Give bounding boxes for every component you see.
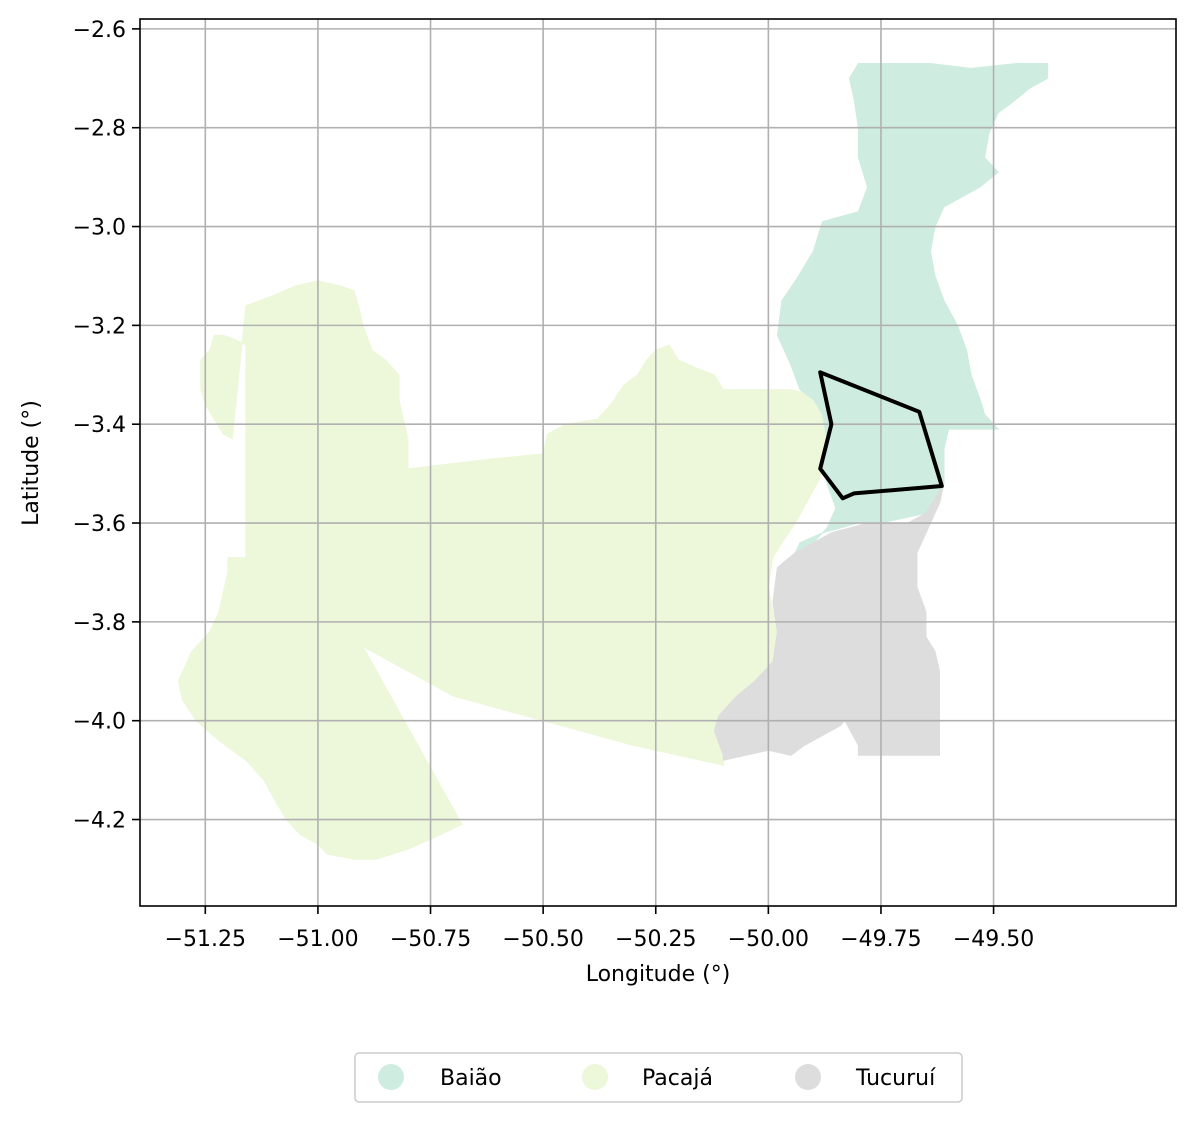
regions-layer <box>177 63 1049 860</box>
y-tick-label-4: −3.4 <box>73 413 126 438</box>
legend-marker-tucurui <box>795 1064 821 1090</box>
outline-layer <box>818 370 944 501</box>
y-tick-label-6: −3.8 <box>73 611 126 636</box>
x-tick-label-1: −51.00 <box>277 927 358 952</box>
x-tick-label-6: −49.75 <box>840 927 921 952</box>
y-tick-label-8: −4.2 <box>73 809 126 834</box>
legend: Baião Pacajá Tucuruí <box>354 1052 963 1103</box>
x-tick-label-7: −49.50 <box>953 927 1034 952</box>
y-tick-label-3: −3.2 <box>73 314 126 339</box>
y-tick-label-7: −4.0 <box>73 710 126 735</box>
grid-layer <box>140 19 1176 906</box>
x-tick-label-5: −50.00 <box>728 927 809 952</box>
x-tick-label-4: −50.25 <box>615 927 696 952</box>
y-tick-label-2: −3.0 <box>73 216 126 241</box>
x-axis-label: Longitude (°) <box>586 962 731 987</box>
legend-marker-baiao <box>378 1064 404 1090</box>
y-tick-label-5: −3.6 <box>73 512 126 537</box>
x-tick-label-2: −50.75 <box>390 927 471 952</box>
y-tick-label-1: −2.8 <box>73 117 126 142</box>
region-pacaja <box>177 280 837 860</box>
x-tick-label-0: −51.25 <box>165 927 246 952</box>
highlight-outline <box>818 370 944 501</box>
legend-label-baiao: Baião <box>440 1066 502 1091</box>
legend-marker-pacaja <box>582 1064 608 1090</box>
x-axis-ticks: −51.25 −51.00 −50.75 −50.50 −50.25 −50.00 −49.… <box>165 906 1034 952</box>
y-axis-label: Latitude (°) <box>19 400 44 526</box>
plot-frame <box>139 18 1177 907</box>
x-tick-label-3: −50.50 <box>502 927 583 952</box>
legend-label-pacaja: Pacajá <box>642 1066 713 1091</box>
y-axis-ticks: −2.6 −2.8 −3.0 −3.2 −3.4 −3.6 −3.8 −4.0 −4.2 <box>73 18 140 834</box>
legend-label-tucurui: Tucuruí <box>855 1066 936 1091</box>
y-tick-label-0: −2.6 <box>73 18 126 43</box>
